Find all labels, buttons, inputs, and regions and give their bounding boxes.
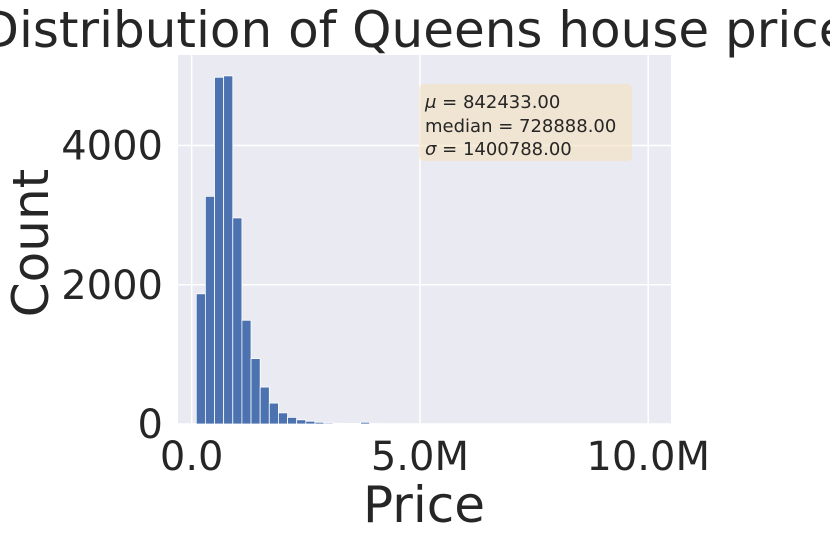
histogram-bar (305, 420, 316, 425)
stats-mean-label: μ = 842433.00 (424, 92, 560, 113)
histogram-bar (214, 76, 225, 425)
histogram-bar (268, 402, 279, 425)
histogram-bar (332, 422, 343, 425)
x-tick-label: 5.0M (371, 434, 469, 480)
histogram-bar (323, 422, 334, 425)
x-tick-label: 10.0M (586, 434, 710, 480)
histogram-bars (195, 75, 654, 425)
histogram-bar (259, 386, 270, 425)
histogram-bar (278, 412, 288, 425)
y-tick-label: 2000 (61, 263, 163, 309)
histogram-bar (314, 421, 325, 425)
histogram-bar (341, 423, 352, 425)
x-axis-ticks: 0.0 5.0M 10.0M (160, 434, 710, 480)
y-tick-label: 0 (138, 402, 163, 448)
chart-title: Distribution of Queens house prices (0, 1, 830, 59)
histogram-bar (287, 416, 298, 425)
stats-median-label: median = 728888.00 (425, 116, 616, 137)
stats-box: μ = 842433.00 median = 728888.00 σ = 140… (419, 84, 632, 161)
histogram-bar (250, 358, 261, 425)
x-axis-label: Price (363, 476, 485, 534)
stats-std-label: σ = 1400788.00 (425, 139, 572, 160)
histogram-bar (296, 419, 307, 425)
stats-std-value: 1400788.00 (463, 139, 572, 160)
histogram-bar (195, 293, 206, 425)
stats-median-value: 728888.00 (519, 116, 616, 137)
x-tick-label: 0.0 (160, 434, 224, 480)
histogram-bar (232, 217, 243, 425)
stats-box-background (419, 84, 632, 161)
histogram-bar (241, 319, 252, 425)
histogram-bar (360, 421, 371, 425)
y-axis-ticks: 0 2000 4000 (61, 124, 163, 448)
y-axis-label: Count (2, 169, 60, 318)
stats-mean-value: 842433.00 (463, 92, 560, 113)
histogram-bar (223, 75, 234, 425)
y-tick-label: 4000 (61, 124, 163, 170)
histogram-bar (204, 195, 215, 425)
